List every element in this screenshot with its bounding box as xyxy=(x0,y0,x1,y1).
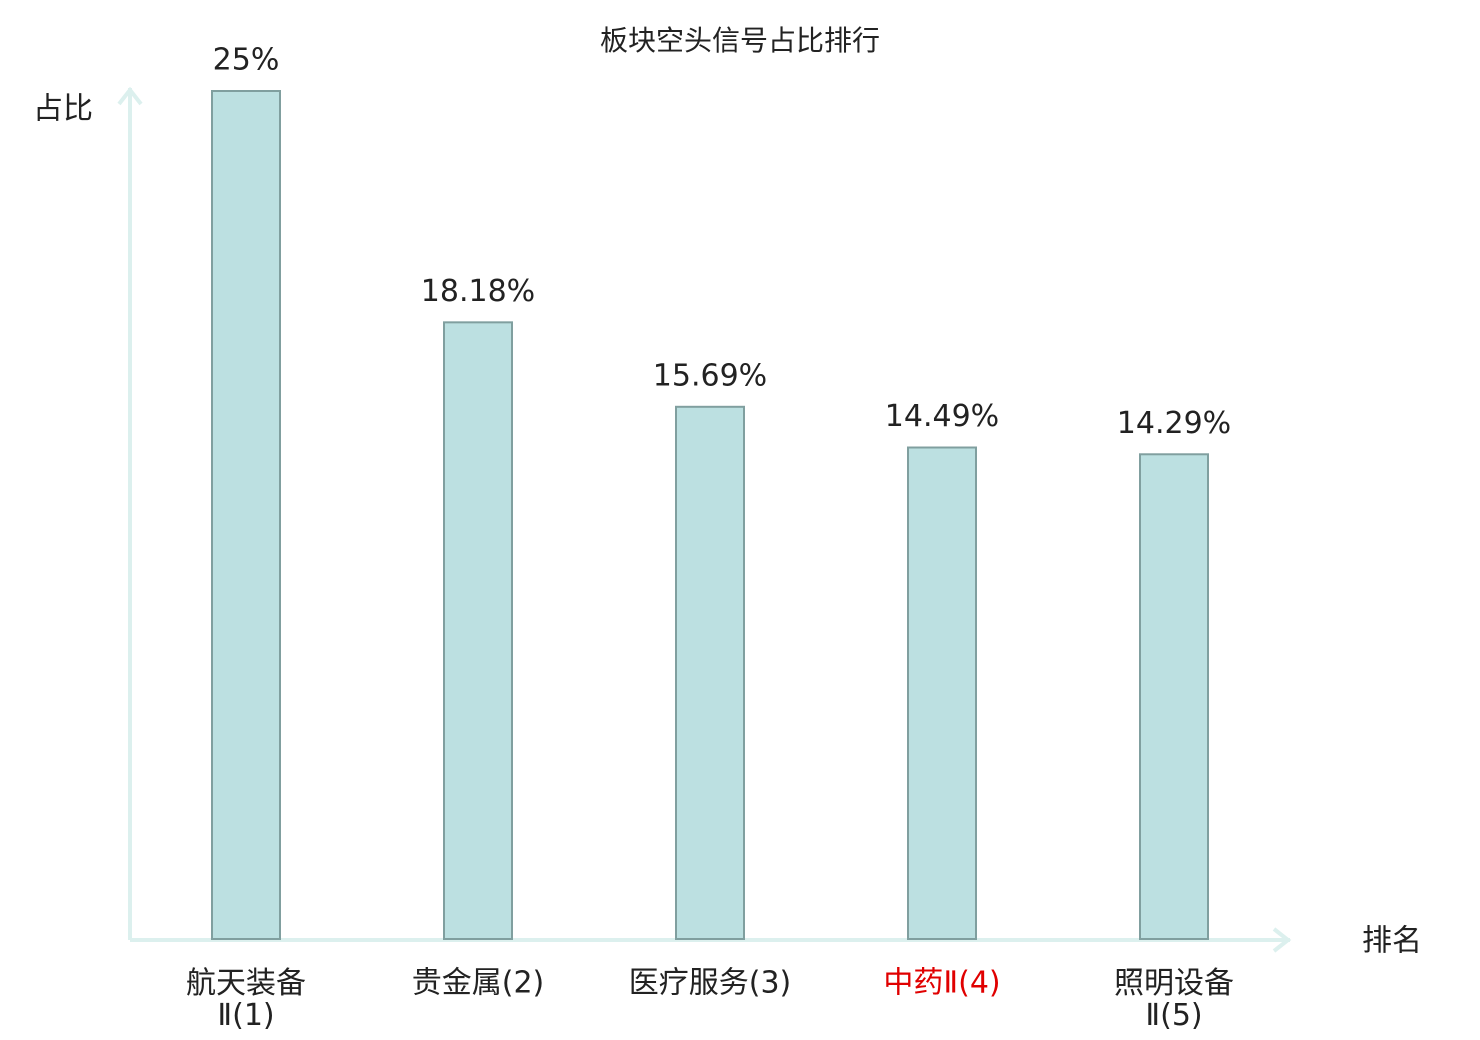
x-tick-label: 照明设备 Ⅱ(5) xyxy=(1114,966,1234,1033)
chart-title: 板块空头信号占比排行 xyxy=(600,24,880,57)
x-tick-label: 中药Ⅱ(4) xyxy=(883,966,1000,1001)
x-tick-label: 医疗服务(3) xyxy=(629,966,792,1001)
bar xyxy=(675,405,745,940)
bar xyxy=(211,90,281,940)
value-label: 14.49% xyxy=(885,399,999,434)
y-axis-arrow xyxy=(117,86,143,106)
bar xyxy=(1139,453,1209,940)
x-tick-label: 贵金属(2) xyxy=(412,966,545,1001)
x-axis-arrow xyxy=(1272,927,1292,953)
bar xyxy=(907,446,977,940)
x-tick-label: 航天装备 Ⅱ(1) xyxy=(186,966,306,1033)
value-label: 14.29% xyxy=(1117,406,1231,441)
x-axis-label: 排名 xyxy=(1362,924,1422,959)
value-label: 25% xyxy=(213,43,280,78)
bar xyxy=(443,321,513,940)
value-label: 18.18% xyxy=(421,274,535,309)
value-label: 15.69% xyxy=(653,358,767,393)
y-axis-label: 占比 xyxy=(33,92,93,127)
